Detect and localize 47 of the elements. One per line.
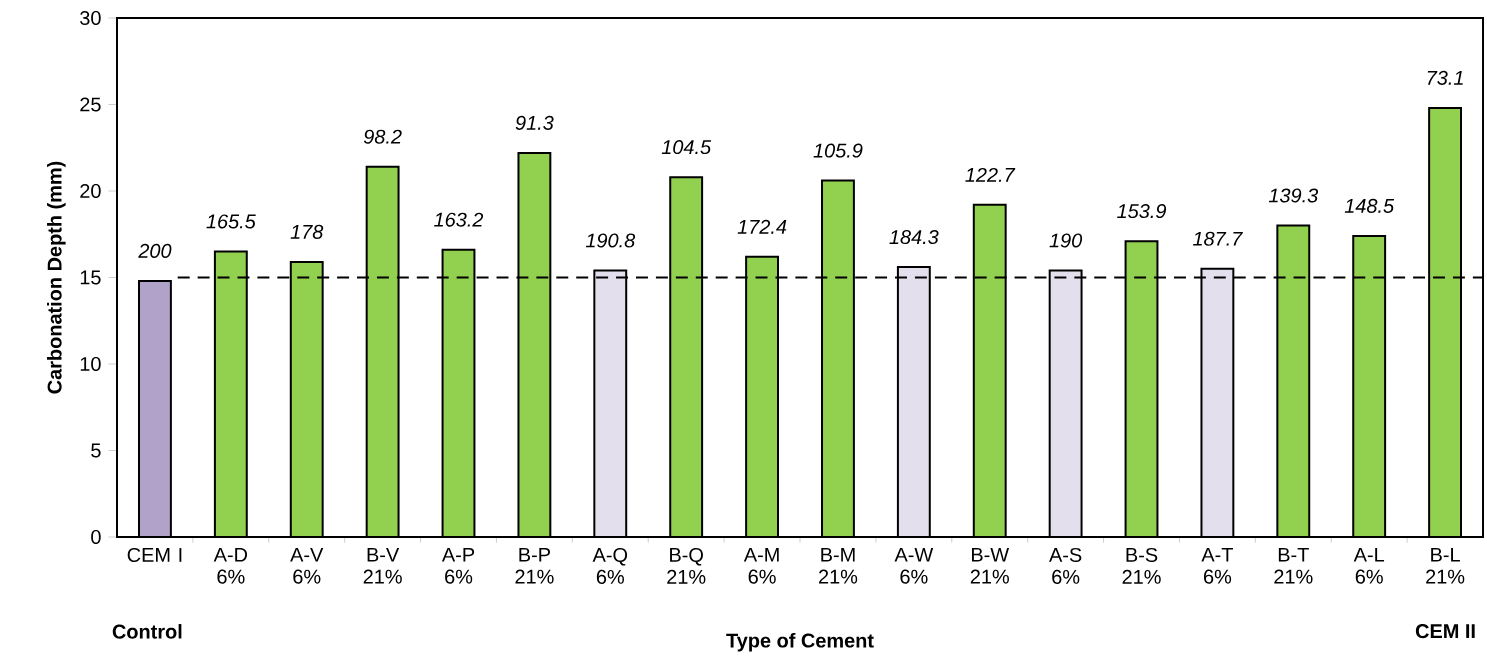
annotation: 187.7 [1193, 231, 1243, 246]
annotation: 105.9 [813, 143, 863, 158]
x-tick-label: A-Q 6% [592, 547, 628, 584]
annotation: 163.2 [434, 212, 484, 227]
annotation: 73.1 [1427, 70, 1463, 85]
annotation: 190.8 [585, 233, 636, 248]
annotation: 184.3 [889, 229, 939, 245]
y-tick-label: 15 [80, 270, 101, 285]
y-tick-label: 10 [80, 356, 101, 372]
x-tick-label: A-V 6% [290, 547, 324, 584]
annotation: 178 [290, 224, 324, 239]
x-tick-label: B-S 21% [1122, 547, 1161, 584]
x-axis-title: Type of Cement [726, 632, 874, 652]
x-tick-label: A-S 6% [1049, 547, 1082, 584]
y-axis-title: Carbonation Depth (mm) [47, 161, 66, 394]
annotation: 122.7 [965, 167, 1016, 182]
y-tick-label: 20 [80, 183, 101, 199]
x-tick-label: B-T 21% [1274, 547, 1313, 584]
annotation: 139.3 [1268, 188, 1319, 203]
x-tick-label: B-W 21% [970, 547, 1010, 584]
x-tick-label: B-Q 21% [667, 547, 706, 584]
x-tick-label: A-M 6% [743, 547, 779, 584]
x-tick-label: A-D 6% [213, 547, 248, 584]
x-tick-label: A-W 6% [894, 547, 934, 584]
annotation: 172.4 [737, 219, 787, 234]
annotation: 190 [1049, 233, 1083, 248]
x-tick-label: A-T 6% [1201, 547, 1233, 584]
text: CEM II [1415, 624, 1475, 639]
x-tick-label: CEM I [127, 547, 182, 562]
annotation: 200 [138, 243, 172, 258]
y-tick-label: 0 [91, 529, 101, 545]
annotation: 104.5 [661, 140, 712, 155]
annotation: 98.2 [363, 129, 402, 144]
annotation: 153.9 [1117, 204, 1167, 219]
annotation: 165.5 [206, 214, 256, 229]
x-tick-label: B-P 21% [515, 547, 554, 584]
x-tick-label: B-M 21% [819, 547, 858, 584]
y-tick-label: 30 [80, 10, 101, 26]
annotation: 91.3 [515, 115, 554, 130]
x-tick-label: A-L 6% [1353, 547, 1385, 584]
x-tick-label: B-L 21% [1426, 547, 1465, 584]
annotation: 148.5 [1344, 198, 1395, 213]
text: Control [112, 624, 182, 639]
x-tick-label: B-V 21% [363, 547, 402, 584]
y-tick-label: 25 [80, 97, 101, 112]
x-tick-label: A-P 6% [441, 547, 475, 584]
y-tick-label: 5 [91, 443, 101, 458]
